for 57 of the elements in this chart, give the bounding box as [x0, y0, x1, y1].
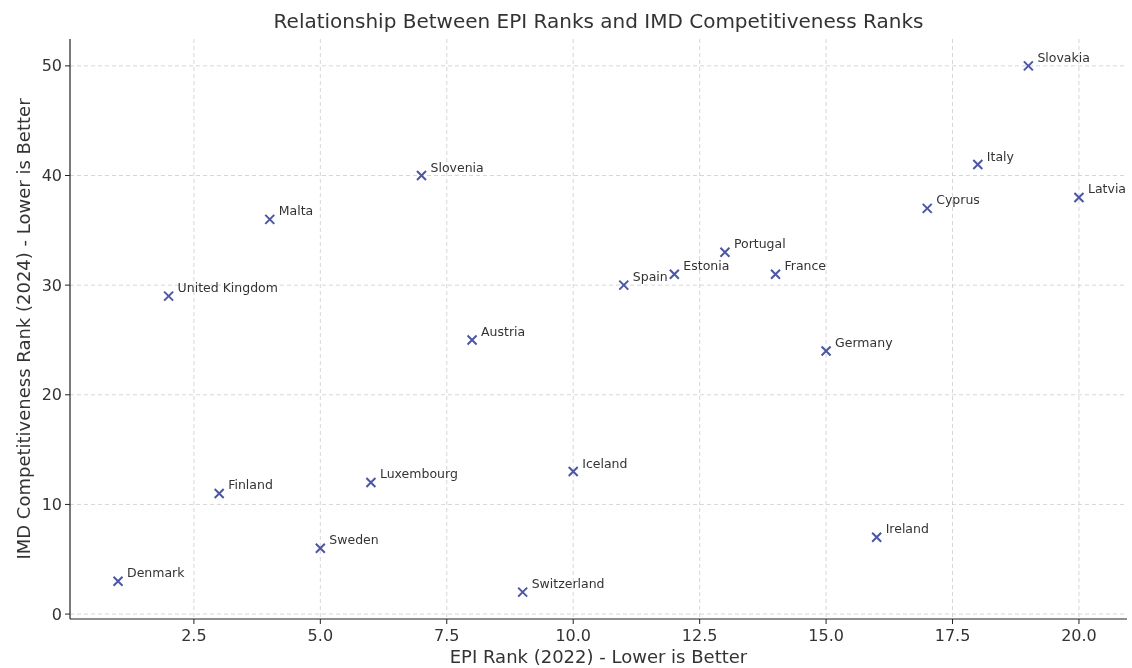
point — [618, 279, 630, 291]
point — [719, 246, 731, 258]
annotation: Germany — [835, 334, 894, 350]
annotation: Austria — [481, 323, 526, 339]
point — [770, 268, 782, 280]
y-tick-label: 20 — [41, 385, 62, 405]
annotation: Finland — [228, 477, 273, 493]
annotation: Spain — [632, 269, 668, 285]
x-tick-label: 7.5 — [434, 626, 460, 645]
point — [820, 345, 832, 357]
annotation: France — [784, 258, 827, 274]
chart-title: Relationship Between EPI Ranks and IMD Competitiveness Ranks — [273, 9, 924, 33]
point — [112, 575, 124, 587]
point — [314, 542, 326, 554]
x-tick-label: 20.0 — [1061, 626, 1097, 645]
point — [213, 487, 225, 499]
x-tick-label: 5.0 — [307, 626, 334, 645]
annotation: Luxembourg — [379, 466, 458, 482]
x-tick-label: 2.5 — [181, 626, 207, 645]
point — [365, 477, 377, 488]
point — [668, 268, 680, 280]
x-tick-label: 15.0 — [808, 626, 844, 645]
point — [1022, 60, 1034, 72]
annotation: Iceland — [582, 455, 628, 471]
annotation: Slovenia — [430, 159, 484, 175]
annotation: United Kingdom — [177, 280, 278, 296]
annotation: Italy — [986, 148, 1015, 164]
point — [972, 159, 984, 171]
annotation: Portugal — [733, 236, 786, 252]
y-tick-label: 40 — [41, 166, 62, 186]
annotation: Ireland — [885, 521, 929, 537]
x-tick-label: 17.5 — [934, 626, 971, 645]
point — [567, 466, 579, 478]
point — [163, 290, 175, 302]
x-tick-label: 12.5 — [681, 626, 718, 645]
point — [264, 213, 276, 225]
point — [1073, 191, 1085, 203]
y-tick-label: 50 — [41, 56, 62, 76]
annotation: Latvia — [1087, 181, 1127, 197]
y-tick-label: 10 — [41, 495, 62, 515]
annotation: Cyprus — [936, 192, 980, 208]
annotation: Slovakia — [1037, 49, 1090, 65]
point — [871, 531, 883, 543]
point — [415, 170, 427, 181]
x-axis-title: EPI Rank (2022) - Lower is Better — [449, 646, 748, 667]
y-tick-label: 0 — [51, 604, 62, 624]
point — [466, 334, 478, 346]
y-axis-title: IMD Competitiveness Rank (2024) - Lower is Better — [13, 97, 34, 560]
point — [921, 202, 933, 214]
annotation: Switzerland — [531, 576, 605, 592]
annotation: Denmark — [127, 565, 186, 581]
annotation: Estonia — [683, 258, 730, 274]
x-tick-label: 10.0 — [555, 626, 592, 645]
annotation: Sweden — [329, 532, 379, 548]
point — [517, 586, 529, 598]
annotation: Malta — [278, 203, 314, 219]
y-tick-label: 30 — [41, 275, 62, 295]
